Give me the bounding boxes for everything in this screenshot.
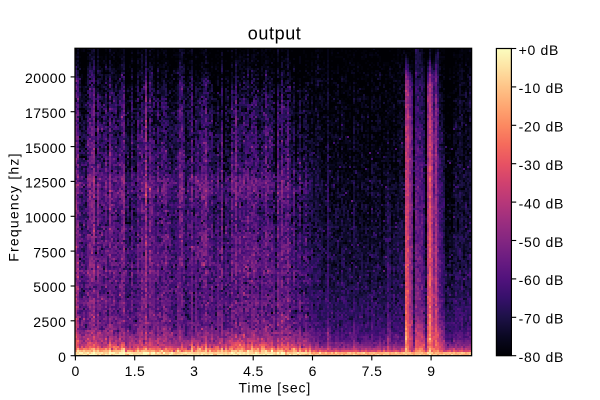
svg-text:-10 dB: -10 dB xyxy=(519,80,564,96)
svg-text:15000: 15000 xyxy=(25,140,66,156)
svg-text:0: 0 xyxy=(72,363,80,379)
svg-text:9: 9 xyxy=(427,363,435,379)
svg-text:0: 0 xyxy=(58,349,66,365)
svg-text:6: 6 xyxy=(309,363,317,379)
svg-text:20000: 20000 xyxy=(25,70,66,86)
svg-text:7.5: 7.5 xyxy=(362,363,383,379)
svg-text:-40 dB: -40 dB xyxy=(519,195,564,211)
svg-text:10000: 10000 xyxy=(25,210,66,226)
svg-text:-20 dB: -20 dB xyxy=(519,119,564,135)
svg-text:12500: 12500 xyxy=(25,175,66,191)
svg-text:Frequency [hz]: Frequency [hz] xyxy=(5,152,21,261)
svg-text:4.5: 4.5 xyxy=(243,363,264,379)
svg-text:17500: 17500 xyxy=(25,105,66,121)
svg-text:-70 dB: -70 dB xyxy=(519,311,564,327)
svg-text:output: output xyxy=(248,24,302,44)
svg-text:-80 dB: -80 dB xyxy=(519,349,564,365)
svg-text:+0 dB: +0 dB xyxy=(519,42,559,58)
svg-text:1.5: 1.5 xyxy=(125,363,146,379)
svg-text:3: 3 xyxy=(190,363,198,379)
svg-text:5000: 5000 xyxy=(33,279,66,295)
svg-text:7500: 7500 xyxy=(33,244,66,260)
svg-text:-30 dB: -30 dB xyxy=(519,157,564,173)
svg-text:2500: 2500 xyxy=(33,314,66,330)
svg-text:-50 dB: -50 dB xyxy=(519,234,564,250)
svg-text:-60 dB: -60 dB xyxy=(519,272,564,288)
svg-text:Time [sec]: Time [sec] xyxy=(239,380,312,396)
